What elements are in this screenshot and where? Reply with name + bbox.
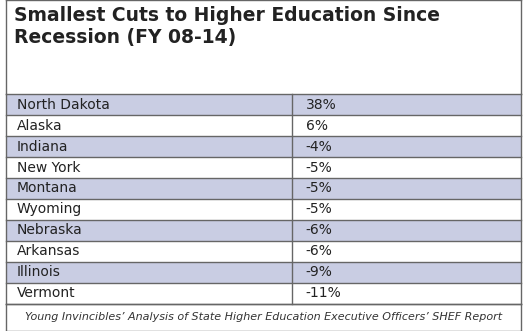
Text: Vermont: Vermont [17,286,75,300]
Text: New York: New York [17,161,80,174]
Bar [6,262,521,283]
Text: Smallest Cuts to Higher Education Since
Recession (FY 08-14): Smallest Cuts to Higher Education Since … [14,6,440,47]
Text: 38%: 38% [306,98,336,112]
Bar [6,136,521,157]
Text: -6%: -6% [306,244,333,258]
Bar [6,94,521,115]
Text: -6%: -6% [306,223,333,237]
Text: -5%: -5% [306,161,333,174]
Bar [6,199,521,220]
Text: Alaska: Alaska [17,119,63,133]
Text: -5%: -5% [306,181,333,196]
Bar [6,115,521,136]
Bar [6,157,521,178]
Text: -5%: -5% [306,202,333,216]
Text: -11%: -11% [306,286,341,300]
Text: North Dakota: North Dakota [17,98,110,112]
Text: Indiana: Indiana [17,140,69,154]
Text: Young Invincibles’ Analysis of State Higher Education Executive Officers’ SHEF R: Young Invincibles’ Analysis of State Hig… [25,312,502,322]
Text: Arkansas: Arkansas [17,244,80,258]
Bar [6,241,521,262]
Text: -4%: -4% [306,140,333,154]
Text: 6%: 6% [306,119,328,133]
Bar [6,304,521,331]
Bar [6,283,521,304]
Bar [6,0,521,94]
Bar [6,178,521,199]
Text: Wyoming: Wyoming [17,202,82,216]
Text: Nebraska: Nebraska [17,223,83,237]
Bar [6,220,521,241]
Text: Illinois: Illinois [17,265,61,279]
Text: Montana: Montana [17,181,77,196]
Text: -9%: -9% [306,265,333,279]
